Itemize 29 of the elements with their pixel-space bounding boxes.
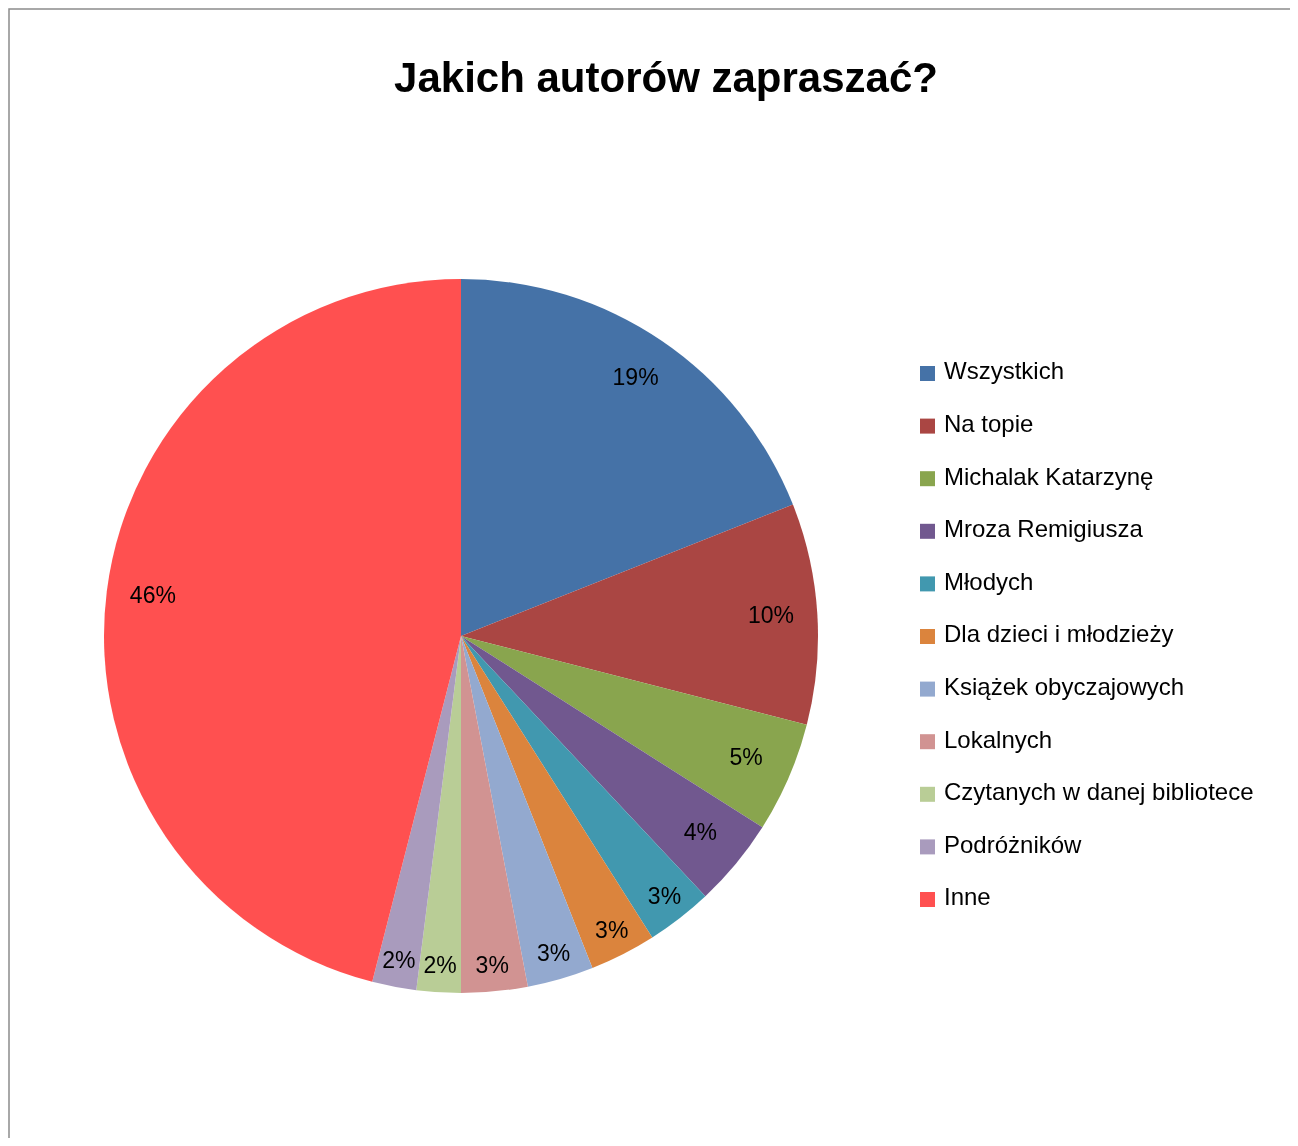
legend-label: Młodych: [944, 567, 1034, 595]
data-label: 2%: [423, 952, 457, 979]
data-label: 5%: [729, 744, 763, 771]
legend-label: Inne: [944, 883, 991, 911]
pie-slice: [461, 279, 793, 636]
data-label: 2%: [382, 947, 416, 974]
pie-slice: [104, 279, 461, 982]
data-label: 3%: [647, 883, 682, 910]
legend-label: Lokalnych: [944, 725, 1053, 753]
legend-label: Mroza Remigiusza: [944, 515, 1144, 543]
data-label: 46%: [129, 582, 176, 609]
legend-label: Michalak Katarzynę: [944, 462, 1154, 490]
pie-slice: [461, 636, 593, 987]
legend-label: Czytanych w danej bibliotece: [944, 778, 1254, 806]
data-label: 3%: [475, 951, 509, 978]
data-label: 19%: [612, 364, 659, 391]
data-label: 3%: [595, 916, 629, 943]
pie-slice: [461, 504, 818, 725]
data-label: 10%: [747, 601, 794, 628]
data-label: 3%: [537, 939, 571, 966]
chart-title: Jakich autorów zapraszać?: [394, 54, 938, 101]
legend-label: Wszystkich: [944, 357, 1064, 385]
pie-slice: [372, 636, 461, 991]
data-label: 4%: [683, 819, 717, 846]
legend-label: Na topie: [944, 409, 1034, 437]
legend-label: Podróżników: [944, 830, 1083, 858]
legend-label: Dla dzieci i młodzieży: [944, 620, 1174, 648]
pie-slice: [461, 636, 528, 993]
legend-label: Książek obyczajowych: [944, 672, 1185, 700]
